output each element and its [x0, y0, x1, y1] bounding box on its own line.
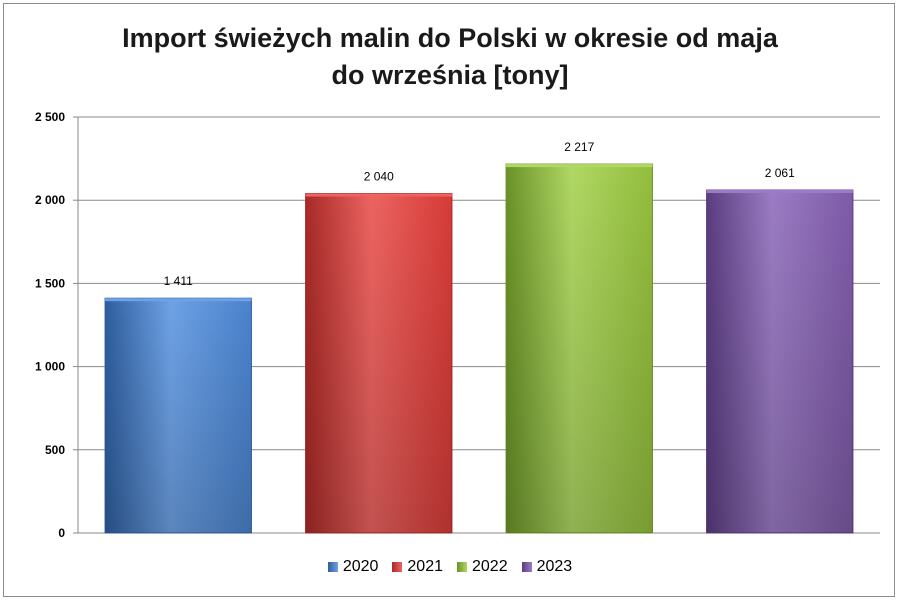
legend-swatch: [521, 562, 532, 572]
y-tick-label: 2 500: [35, 110, 65, 124]
legend-label: 2023: [536, 558, 573, 575]
legend-swatch: [327, 562, 338, 572]
bar-shade-2020: [105, 298, 252, 533]
y-tick-label: 1 000: [35, 360, 65, 374]
chart-title: Import świeżych malin do Polski w okresi…: [60, 20, 840, 94]
chart-title-line-2: do września [tony]: [331, 60, 569, 90]
y-tick-label: 1 500: [35, 276, 65, 290]
legend-item-2022: 2022: [457, 558, 508, 576]
y-tick-label: 0: [58, 526, 65, 540]
data-label-2022: 2 217: [564, 140, 594, 154]
legend-item-2020: 2020: [327, 558, 379, 576]
data-label-2020: 1 411: [164, 274, 193, 288]
legend-swatch: [457, 562, 467, 572]
y-tick-label: 2 000: [35, 193, 65, 207]
bar-top-2020: [105, 298, 252, 302]
bar-shade-2022: [506, 164, 653, 534]
bar-top-2022: [506, 164, 653, 168]
data-label-2021: 2 040: [364, 170, 394, 184]
chart-legend: 2020 2021 2022 2023: [0, 558, 900, 576]
legend-label: 2022: [472, 558, 508, 575]
bar-top-2023: [706, 190, 853, 194]
legend-label: 2021: [407, 558, 443, 575]
legend-item-2021: 2021: [392, 558, 443, 576]
bar-top-2021: [305, 193, 452, 197]
data-label-2023: 2 061: [765, 166, 795, 180]
legend-swatch: [392, 562, 403, 572]
y-tick-label: 500: [45, 443, 65, 457]
chart-title-line-1: Import świeżych malin do Polski w okresi…: [122, 23, 778, 53]
legend-label: 2020: [342, 558, 379, 575]
bar-shade-2021: [305, 193, 452, 533]
legend-item-2023: 2023: [521, 558, 573, 576]
bar-shade-2023: [706, 190, 853, 533]
